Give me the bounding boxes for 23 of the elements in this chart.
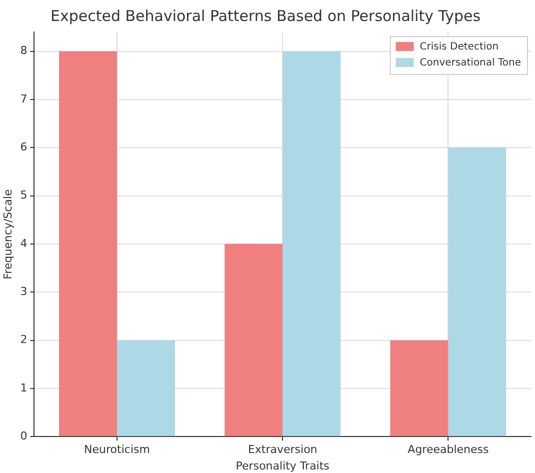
y-tick-label: 2 — [20, 333, 28, 346]
bar — [117, 340, 175, 436]
x-tick-label: Extraversion — [248, 443, 318, 456]
y-tick-label: 5 — [20, 188, 28, 202]
bar — [59, 51, 117, 436]
chart-title: Expected Behavioral Patterns Based on Personality Types — [50, 6, 481, 25]
y-tick-label: 6 — [20, 140, 28, 154]
legend-label: Crisis Detection — [420, 42, 499, 53]
y-tick-label: 3 — [20, 284, 28, 298]
x-tick-label: Neuroticism — [84, 443, 150, 456]
y-tick-label: 0 — [20, 429, 28, 442]
x-tick-label: Agreeableness — [408, 443, 489, 456]
x-axis-title: Personality Traits — [236, 459, 330, 472]
y-tick-label: 1 — [20, 381, 28, 394]
y-tick-label: 4 — [20, 236, 28, 250]
bar — [390, 340, 448, 436]
legend-label: Conversational Tone — [420, 58, 522, 69]
bar — [448, 148, 506, 436]
y-tick-label: 8 — [20, 44, 28, 58]
bar — [224, 244, 283, 436]
y-axis-title: Frequency/Scale — [1, 189, 14, 280]
bar — [282, 51, 341, 436]
y-tick-label: 7 — [20, 92, 28, 106]
